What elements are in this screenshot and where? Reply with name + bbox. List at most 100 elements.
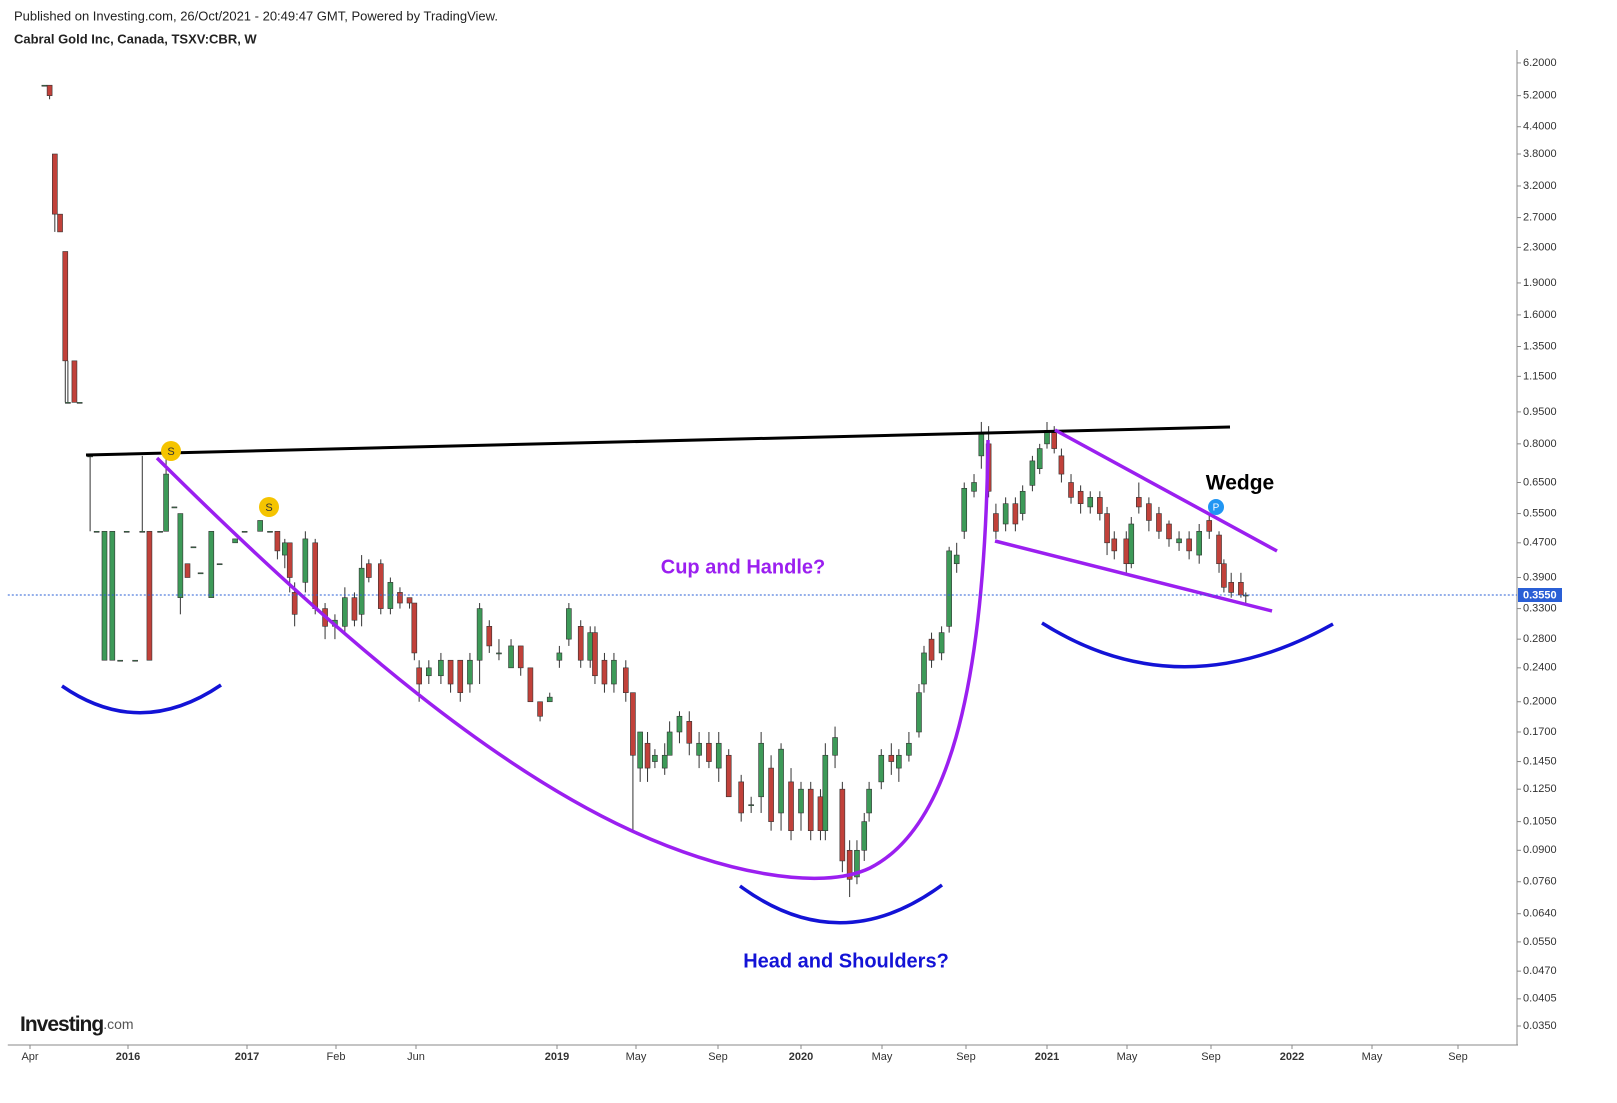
marker-badge (161, 441, 181, 461)
candle-body (358, 567, 365, 615)
candle-body (1111, 538, 1118, 552)
x-tick-label: 2016 (116, 1051, 140, 1063)
candle-body (1238, 582, 1244, 596)
candle-body (622, 667, 629, 693)
y-tick-label: 0.0350 (1523, 1020, 1557, 1032)
candle-body (644, 742, 651, 769)
candle-body (978, 432, 985, 457)
y-tick-label: 0.3900 (1523, 571, 1557, 583)
candle-body (312, 542, 319, 609)
candle-body (177, 513, 184, 598)
candle-body (46, 84, 53, 96)
candle-body (291, 592, 298, 615)
candle-body (748, 804, 754, 806)
candle-body (1206, 520, 1213, 532)
candle-body (527, 667, 534, 703)
annotation: Wedge (1206, 472, 1274, 495)
marker-label: S (265, 502, 272, 514)
y-tick-label: 4.4000 (1523, 121, 1557, 133)
candle-body (274, 530, 281, 552)
candle-body (447, 659, 454, 685)
y-tick-label: 0.0405 (1523, 993, 1557, 1005)
candle-body (117, 659, 123, 662)
candle-body (817, 796, 824, 831)
candle-body (778, 748, 784, 814)
candle-body (706, 742, 712, 762)
logo: Investing.com (20, 1013, 134, 1036)
x-tick-label: 2022 (1280, 1051, 1304, 1063)
candle-body (93, 530, 100, 533)
candle-body (146, 530, 153, 661)
y-tick-label: 0.1700 (1523, 726, 1557, 738)
candle-body (768, 767, 774, 822)
wedge-bottom (994, 539, 1273, 613)
y-tick-label: 0.8000 (1523, 438, 1557, 450)
candle-body (1128, 523, 1135, 565)
resistance-line (85, 425, 1231, 457)
logo-main: Investing (20, 1013, 103, 1036)
y-tick-label: 0.0640 (1523, 908, 1557, 920)
candle-body (725, 754, 732, 798)
candle-body (286, 542, 293, 578)
candle-body (696, 742, 702, 756)
candle-body (476, 608, 483, 661)
y-tick-label: 6.2000 (1523, 57, 1557, 69)
candle-body (109, 530, 116, 661)
candle-body (496, 652, 502, 655)
y-tick-label: 0.3300 (1523, 602, 1557, 614)
candle-body (342, 597, 348, 627)
candles (41, 84, 1249, 898)
candle-body (377, 563, 384, 609)
candle-body (1068, 482, 1074, 498)
candle-body (878, 754, 885, 783)
candle-body (946, 550, 952, 627)
y-tick-label: 0.0900 (1523, 844, 1557, 856)
x-tick-label: 2020 (789, 1051, 813, 1063)
candle-body (1012, 503, 1019, 525)
x-tick-label: 2017 (235, 1051, 259, 1063)
candle-body (1176, 538, 1182, 544)
candle-body (241, 530, 248, 533)
candle-body (601, 659, 608, 685)
candle-body (132, 659, 138, 662)
candle-body (101, 530, 108, 661)
candle-body (351, 597, 358, 621)
marker-label: P (1213, 503, 1220, 514)
candle-body (971, 482, 977, 492)
right-shoulder-arc (1041, 621, 1334, 669)
y-tick-label: 0.0550 (1523, 936, 1557, 948)
candle-body (163, 473, 169, 532)
x-tick-label: Feb (327, 1051, 346, 1063)
y-tick-label: 0.0470 (1523, 965, 1557, 977)
drawings (61, 425, 1334, 925)
candle-body (788, 781, 794, 831)
candle-body (961, 487, 968, 532)
candle-body (1087, 497, 1094, 508)
chart-title: Cabral Gold Inc, Canada, TSXV:CBR, W (14, 31, 257, 46)
y-tick-label: 1.1500 (1523, 370, 1557, 382)
candle-body (676, 715, 683, 733)
candle-body (916, 692, 922, 733)
candle-body (71, 360, 78, 403)
annotation: Head and Shoulders? (743, 950, 949, 972)
candle-body (611, 659, 617, 685)
candle-body (928, 638, 935, 661)
x-tick-label: 2021 (1035, 1051, 1059, 1063)
candle-body (267, 530, 273, 533)
candle-body (486, 626, 493, 647)
candle-body (171, 506, 178, 509)
candle-body (1186, 538, 1192, 552)
candle-body (953, 554, 960, 565)
candle-body (758, 742, 764, 798)
y-tick-label: 0.1450 (1523, 755, 1557, 767)
candle-body (592, 632, 598, 677)
candle-body (397, 592, 403, 604)
candle-body (993, 513, 999, 532)
candle-body (738, 781, 744, 814)
marker-badge (259, 497, 279, 517)
candle-body (556, 652, 563, 661)
cup-curve (155, 439, 990, 881)
candle-body (832, 737, 838, 756)
